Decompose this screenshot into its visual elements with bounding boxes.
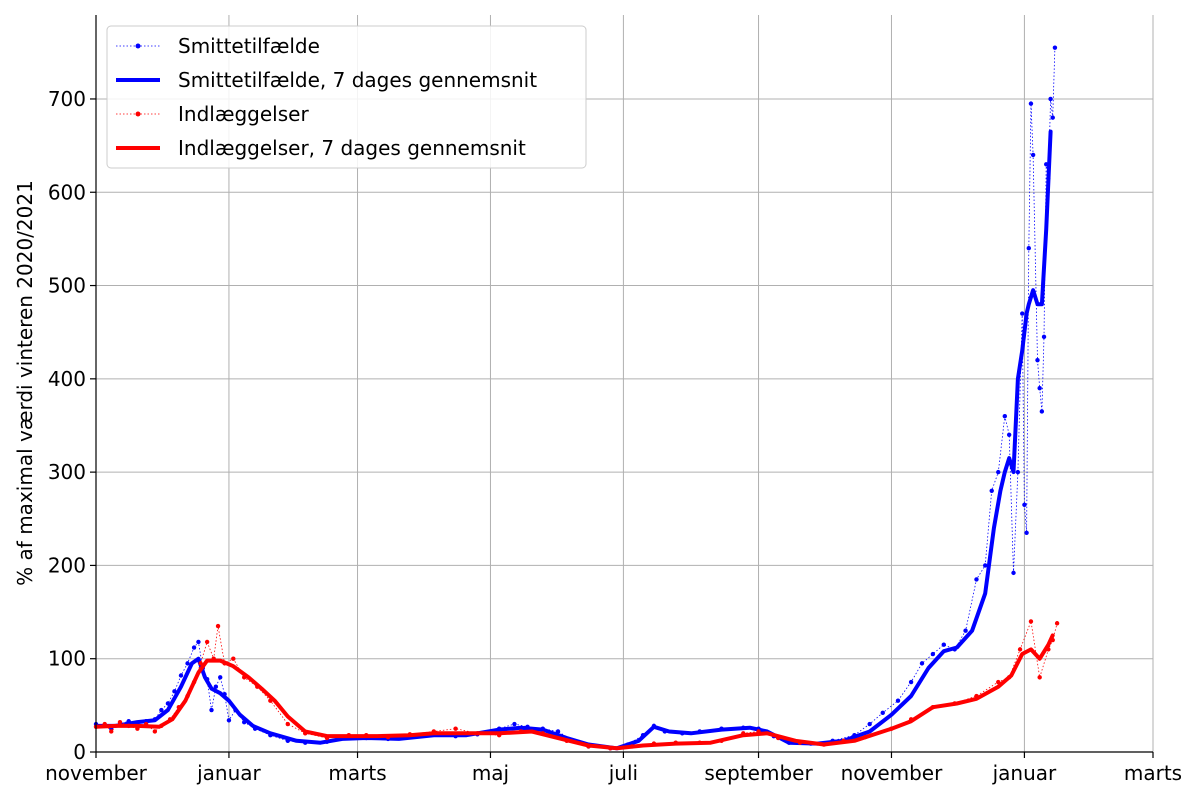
- data-point: [1041, 334, 1047, 340]
- data-point: [1030, 152, 1036, 158]
- x-tick-label: maj: [472, 761, 509, 785]
- data-point: [1050, 115, 1055, 120]
- data-point: [213, 684, 219, 689]
- data-point: [152, 729, 158, 734]
- data-point: [159, 707, 164, 713]
- data-point: [867, 721, 872, 727]
- legend-entry: Smittetilfælde: [116, 34, 320, 58]
- data-point: [1024, 530, 1029, 535]
- x-tick-label: marts: [328, 761, 386, 785]
- data-point: [1002, 413, 1008, 419]
- series-line: [94, 129, 1053, 751]
- legend-marker: [135, 111, 141, 117]
- data-point: [941, 642, 946, 647]
- data-point: [185, 661, 190, 666]
- y-axis-label: % af maximal værdi vinteren 2020/2021: [13, 180, 37, 586]
- axes: [95, 15, 1153, 753]
- data-point: [226, 718, 232, 723]
- data-point: [989, 488, 994, 493]
- legend-entry: Indlæggelser: [116, 102, 309, 126]
- data-point: [1037, 675, 1042, 680]
- data-point: [191, 645, 197, 650]
- x-tick-label: november: [841, 761, 944, 785]
- y-tick-label: 0: [73, 740, 86, 764]
- data-point: [1039, 409, 1045, 414]
- data-point: [196, 639, 201, 645]
- legend-label: Indlæggelser: [178, 102, 309, 126]
- legend-label: Smittetilfælde, 7 dages gennemsnit: [178, 68, 537, 92]
- x-tick-label: marts: [1124, 761, 1182, 785]
- data-point: [453, 726, 458, 731]
- y-axis-ticks: 0 100 200 300 400 500 600 700: [48, 87, 96, 764]
- x-axis-ticks: november januar marts maj juli september novem…: [45, 752, 1182, 785]
- data-point: [512, 721, 517, 727]
- data-point: [963, 628, 968, 633]
- data-point: [218, 675, 223, 680]
- data-point: [996, 679, 1001, 685]
- data-point: [178, 673, 184, 678]
- legend-label: Smittetilfælde: [178, 34, 320, 58]
- data-point: [1022, 502, 1027, 507]
- data-point: [117, 719, 123, 725]
- gridlines: [95, 15, 1154, 753]
- legend-entry: Smittetilfælde, 7 dages gennemsnit: [116, 68, 537, 92]
- y-tick-label: 100: [48, 647, 86, 671]
- data-point: [930, 651, 936, 657]
- series-2: [93, 619, 1060, 751]
- data-point: [1015, 469, 1021, 475]
- data-point: [1028, 101, 1034, 106]
- y-tick-label: 200: [48, 553, 86, 577]
- series-line: [95, 619, 1058, 749]
- data-point: [198, 661, 203, 666]
- legend-box: [106, 25, 587, 169]
- legend-label: Indlæggelser, 7 dages gennemsnit: [178, 136, 526, 160]
- x-tick-label: september: [704, 761, 813, 785]
- data-point: [1011, 570, 1016, 576]
- data-point: [231, 656, 236, 661]
- data-point: [880, 710, 885, 716]
- legend-marker: [135, 43, 141, 49]
- data-point: [974, 577, 979, 582]
- y-tick-label: 500: [48, 274, 86, 298]
- data-point: [1020, 311, 1025, 316]
- data-point: [1026, 246, 1031, 251]
- data-point: [1035, 357, 1040, 363]
- data-point: [204, 639, 210, 645]
- plot-area: [93, 45, 1060, 751]
- series-line: [94, 633, 1055, 751]
- data-point: [982, 563, 988, 568]
- data-point: [908, 679, 914, 685]
- legend: Smittetilfælde Smittetilfælde, 7 dages ge…: [106, 25, 587, 169]
- data-point: [1054, 621, 1060, 626]
- x-tick-label: november: [45, 761, 148, 785]
- data-point: [209, 707, 214, 713]
- data-point: [1017, 647, 1023, 652]
- data-point: [1052, 45, 1058, 50]
- data-point: [1037, 385, 1042, 391]
- data-point: [996, 469, 1001, 475]
- data-point: [1048, 96, 1053, 102]
- y-tick-label: 300: [48, 460, 86, 484]
- data-point: [285, 721, 290, 727]
- x-tick-label: juli: [608, 761, 638, 785]
- data-point: [919, 661, 925, 666]
- y-tick-label: 700: [48, 87, 86, 111]
- legend-entry: Indlæggelser, 7 dages gennemsnit: [116, 136, 526, 160]
- x-tick-label: januar: [196, 761, 261, 785]
- data-point: [1006, 432, 1012, 438]
- data-point: [1028, 619, 1034, 624]
- x-tick-label: januar: [992, 761, 1057, 785]
- series-1: [94, 129, 1053, 751]
- y-tick-label: 400: [48, 367, 86, 391]
- data-point: [215, 623, 221, 629]
- data-point: [895, 698, 901, 703]
- series-3: [94, 633, 1055, 751]
- y-tick-label: 600: [48, 180, 86, 204]
- data-point: [109, 729, 114, 734]
